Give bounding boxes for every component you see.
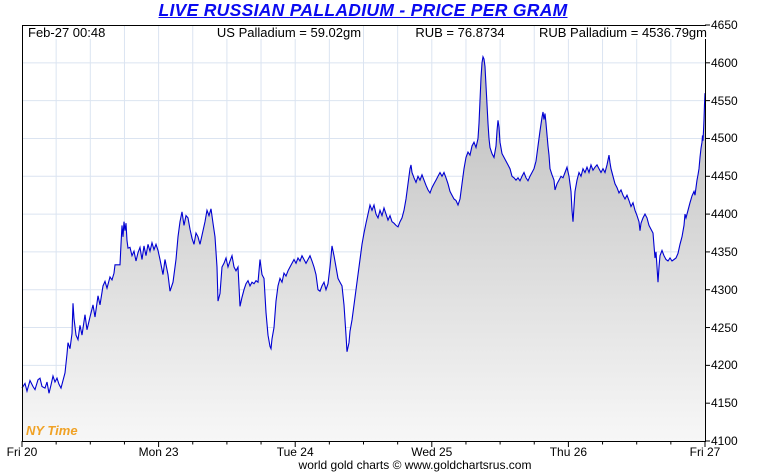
y-tick-label: 4200 <box>711 358 738 373</box>
x-tick-label: Wed 25 <box>411 445 453 459</box>
y-tick-label: 4400 <box>711 207 738 222</box>
y-tick-label: 4100 <box>711 434 738 448</box>
quote-us-palladium: US Palladium = 59.02gm <box>214 25 364 40</box>
y-tick-label: 4450 <box>711 169 738 184</box>
x-tick-label: Thu 26 <box>549 445 588 459</box>
quote-rub-palladium: RUB Palladium = 4536.79gm <box>536 25 709 40</box>
price-area-fill <box>22 56 705 442</box>
y-tick-label: 4600 <box>711 55 738 70</box>
y-tick-label: 4500 <box>711 131 738 146</box>
copyright-footer: world gold charts © www.goldchartsrus.co… <box>298 458 532 472</box>
quote-timestamp: Feb-27 00:48 <box>26 25 108 40</box>
price-line <box>21 54 706 394</box>
timezone-label: NY Time <box>26 423 78 438</box>
x-tick-label: Fri 20 <box>6 445 38 459</box>
x-tick-label: Fri 27 <box>689 445 721 459</box>
y-tick-label: 4350 <box>711 244 738 259</box>
x-tick-label: Tue 24 <box>276 445 314 459</box>
y-tick-label: 4650 <box>711 18 738 32</box>
y-tick-label: 4150 <box>711 396 738 411</box>
y-tick-label: 4250 <box>711 320 738 335</box>
quote-rub-rate: RUB = 76.8734 <box>413 25 507 40</box>
y-tick-label: 4300 <box>711 282 738 297</box>
y-tick-label: 4550 <box>711 93 738 108</box>
x-tick-label: Mon 23 <box>138 445 179 459</box>
page-title: LIVE RUSSIAN PALLADIUM - PRICE PER GRAM <box>158 0 568 20</box>
